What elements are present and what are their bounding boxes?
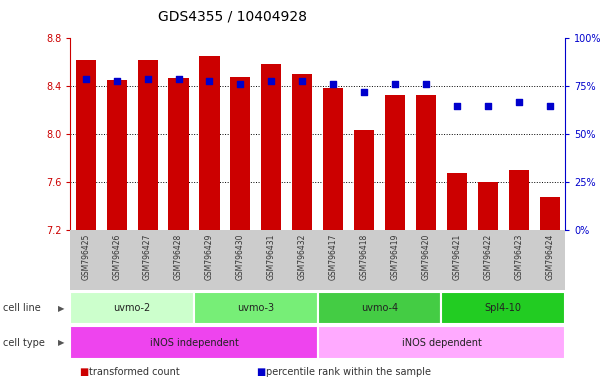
Text: ▶: ▶ xyxy=(57,304,64,313)
Point xyxy=(235,81,245,88)
Text: GSM796417: GSM796417 xyxy=(329,233,338,280)
Text: uvmo-4: uvmo-4 xyxy=(361,303,398,313)
Bar xyxy=(318,292,442,324)
Text: GSM796427: GSM796427 xyxy=(143,233,152,280)
Bar xyxy=(106,80,126,230)
Point xyxy=(452,103,462,109)
Bar xyxy=(292,74,312,230)
Point xyxy=(545,103,555,109)
Text: GSM796430: GSM796430 xyxy=(236,233,245,280)
Text: transformed count: transformed count xyxy=(89,366,180,377)
Point xyxy=(112,78,122,84)
Point xyxy=(359,89,369,95)
Text: Spl4-10: Spl4-10 xyxy=(485,303,522,313)
Bar xyxy=(416,95,436,230)
Text: uvmo-2: uvmo-2 xyxy=(114,303,151,313)
Text: uvmo-3: uvmo-3 xyxy=(237,303,274,313)
Text: cell line: cell line xyxy=(3,303,41,313)
Text: GDS4355 / 10404928: GDS4355 / 10404928 xyxy=(158,10,307,23)
Text: GSM796431: GSM796431 xyxy=(267,233,276,280)
Text: GSM796420: GSM796420 xyxy=(422,233,431,280)
Point xyxy=(483,103,492,109)
Text: GSM796426: GSM796426 xyxy=(112,233,121,280)
Text: iNOS dependent: iNOS dependent xyxy=(401,338,481,348)
Point xyxy=(205,78,214,84)
Bar xyxy=(137,60,158,230)
Bar xyxy=(318,326,565,359)
Text: GSM796418: GSM796418 xyxy=(360,233,368,280)
Bar xyxy=(70,292,194,324)
Bar xyxy=(478,182,498,230)
Point xyxy=(514,99,524,105)
Text: GSM796424: GSM796424 xyxy=(545,233,554,280)
Text: GSM796428: GSM796428 xyxy=(174,233,183,280)
Text: GSM796423: GSM796423 xyxy=(514,233,523,280)
Bar xyxy=(70,326,318,359)
Text: ▶: ▶ xyxy=(57,338,64,347)
Point xyxy=(143,76,153,82)
Bar xyxy=(385,95,405,230)
Text: percentile rank within the sample: percentile rank within the sample xyxy=(266,366,431,377)
Point xyxy=(390,81,400,88)
Bar xyxy=(442,292,565,324)
Bar xyxy=(262,64,282,230)
Text: cell type: cell type xyxy=(3,338,45,348)
Text: GSM796429: GSM796429 xyxy=(205,233,214,280)
Point xyxy=(266,78,276,84)
Text: GSM796432: GSM796432 xyxy=(298,233,307,280)
Bar xyxy=(199,56,219,230)
Bar xyxy=(230,77,251,230)
Point xyxy=(174,76,183,82)
Bar xyxy=(354,130,374,230)
Bar xyxy=(169,78,189,230)
Text: GSM796422: GSM796422 xyxy=(483,233,492,280)
Bar xyxy=(323,88,343,230)
Point xyxy=(298,78,307,84)
Bar xyxy=(540,197,560,230)
Text: ■: ■ xyxy=(79,366,89,377)
Bar xyxy=(509,170,529,230)
Text: GSM796419: GSM796419 xyxy=(390,233,400,280)
Point xyxy=(81,76,90,82)
Bar xyxy=(447,173,467,230)
Text: ■: ■ xyxy=(257,366,266,377)
Bar xyxy=(194,292,318,324)
Text: GSM796425: GSM796425 xyxy=(81,233,90,280)
Text: GSM796421: GSM796421 xyxy=(452,233,461,280)
Point xyxy=(328,81,338,88)
Bar xyxy=(76,60,96,230)
Text: iNOS independent: iNOS independent xyxy=(150,338,238,348)
Point xyxy=(421,81,431,88)
